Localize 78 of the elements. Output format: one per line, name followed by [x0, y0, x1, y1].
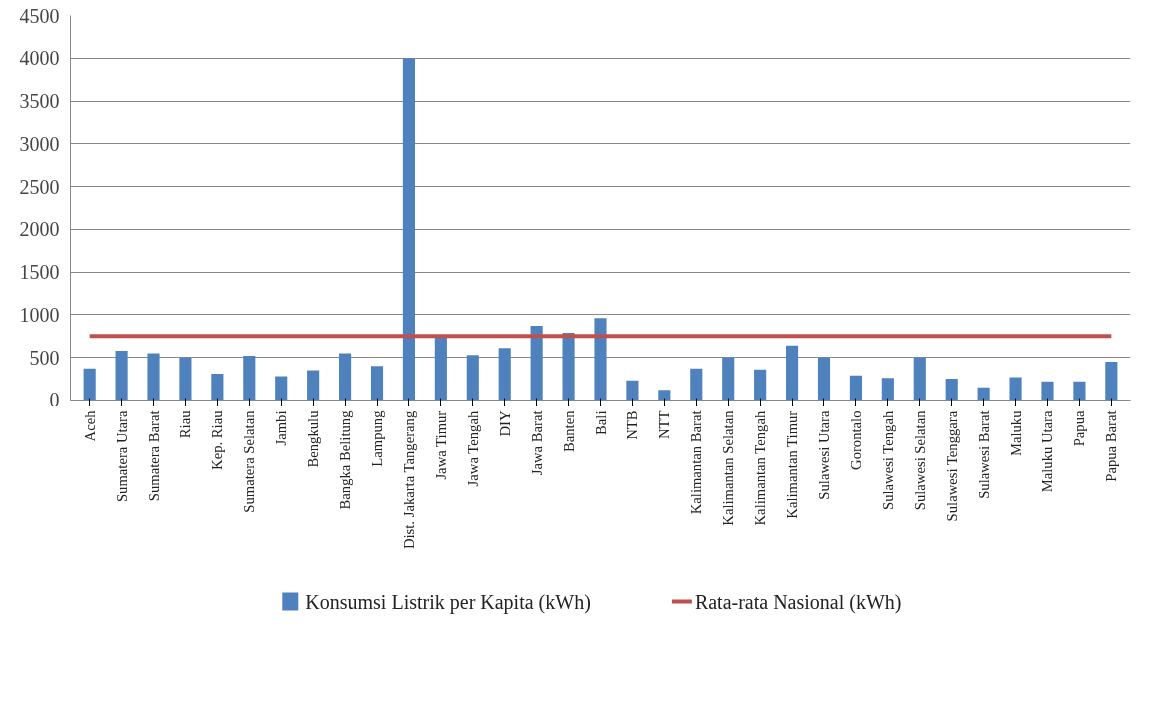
- bar: [275, 376, 288, 401]
- bar: [626, 380, 639, 401]
- bar: [754, 369, 767, 401]
- bar: [179, 357, 192, 401]
- x-tick-label: Papua: [1071, 410, 1088, 447]
- bar: [530, 326, 543, 401]
- bar: [466, 355, 479, 401]
- bar: [83, 368, 96, 401]
- x-tick-label: Sulawesi Tenggara: [943, 410, 960, 522]
- legend-label: Rata-rata Nasional (kWh): [694, 590, 902, 614]
- y-tick-label: 500: [29, 346, 60, 369]
- x-tick-label: NTT: [656, 410, 673, 439]
- bar: [690, 368, 703, 401]
- x-tick-label: Maluku: [1007, 409, 1024, 457]
- x-tick-label: Sulawesi Utara: [815, 410, 832, 500]
- y-tick-label: 1500: [19, 261, 60, 284]
- bar: [434, 338, 447, 401]
- bar: [562, 332, 575, 401]
- bar: [498, 348, 511, 401]
- bar: [402, 58, 415, 401]
- x-tick-label: Gorontalo: [847, 410, 864, 470]
- x-tick-label: Kalimantan Selatan: [720, 409, 737, 526]
- x-tick-label: Sulawesi Selatan: [911, 409, 928, 511]
- y-tick-label: 2000: [19, 218, 60, 241]
- y-tick-label: 4000: [19, 47, 60, 70]
- x-tick-label: Sulawesi Tengah: [879, 410, 896, 511]
- bar: [115, 350, 128, 401]
- x-tick-label: Banten: [560, 409, 577, 453]
- x-tick-label: Lampung: [369, 409, 386, 467]
- bar: [1009, 377, 1022, 401]
- bar: [945, 379, 958, 401]
- x-tick-label: Jawa Tengah: [464, 410, 481, 487]
- x-tick-label: Jambi: [273, 410, 290, 446]
- bar: [1073, 381, 1086, 401]
- x-tick-label: Sumatera Utara: [113, 410, 130, 503]
- bar: [1105, 362, 1118, 401]
- legend-label: Konsumsi Listrik per Kapita (kWh): [305, 590, 591, 614]
- bar: [881, 378, 894, 401]
- x-tick-label: Riau: [177, 409, 194, 439]
- bar: [307, 370, 320, 401]
- y-tick-label: 2500: [19, 175, 60, 198]
- bar: [147, 353, 160, 401]
- x-tick-label: Jawa Barat: [528, 410, 545, 476]
- x-tick-label: NTB: [624, 410, 641, 440]
- bar: [913, 357, 926, 401]
- x-tick-label: Jawa Timur: [432, 410, 449, 480]
- x-tick-label: DIY: [496, 410, 513, 437]
- bar: [1041, 381, 1054, 401]
- x-tick-label: Kalimantan Barat: [688, 410, 705, 515]
- x-tick-label: Maluku Utara: [1039, 410, 1056, 493]
- bar: [722, 357, 735, 401]
- x-tick-label: Sumatera Selatan: [241, 409, 258, 513]
- x-tick-label: Papua Barat: [1103, 410, 1120, 482]
- y-tick-label: 0: [49, 388, 60, 411]
- x-tick-label: Kalimantan Tengah: [752, 410, 769, 526]
- x-tick-label: Bengkulu: [305, 409, 322, 468]
- bar: [211, 373, 224, 401]
- x-tick-label: Dist. Jakarta Tangerang: [400, 410, 417, 550]
- bar: [849, 375, 862, 401]
- y-tick-label: 4500: [19, 4, 60, 27]
- bar: [817, 357, 831, 401]
- bar: [977, 387, 990, 401]
- bar: [786, 345, 799, 401]
- bar: [243, 356, 256, 401]
- bar: [594, 318, 607, 401]
- x-tick-label: Kep. Riau: [209, 409, 226, 470]
- x-tick-label: Sumatera Barat: [145, 410, 162, 502]
- bar: [370, 366, 384, 401]
- y-tick-label: 3500: [19, 90, 60, 113]
- bar: [658, 390, 671, 401]
- x-tick-label: Sulawesi Barat: [975, 410, 992, 499]
- x-tick-label: Bali: [592, 410, 609, 435]
- x-tick-label: Kalimantan Timur: [784, 410, 801, 519]
- x-tick-label: Bangka Belitung: [337, 409, 354, 510]
- x-tick-label: Aceh: [81, 409, 98, 442]
- y-tick-label: 3000: [19, 132, 60, 155]
- bar: [339, 353, 352, 401]
- y-tick-label: 1000: [19, 303, 60, 326]
